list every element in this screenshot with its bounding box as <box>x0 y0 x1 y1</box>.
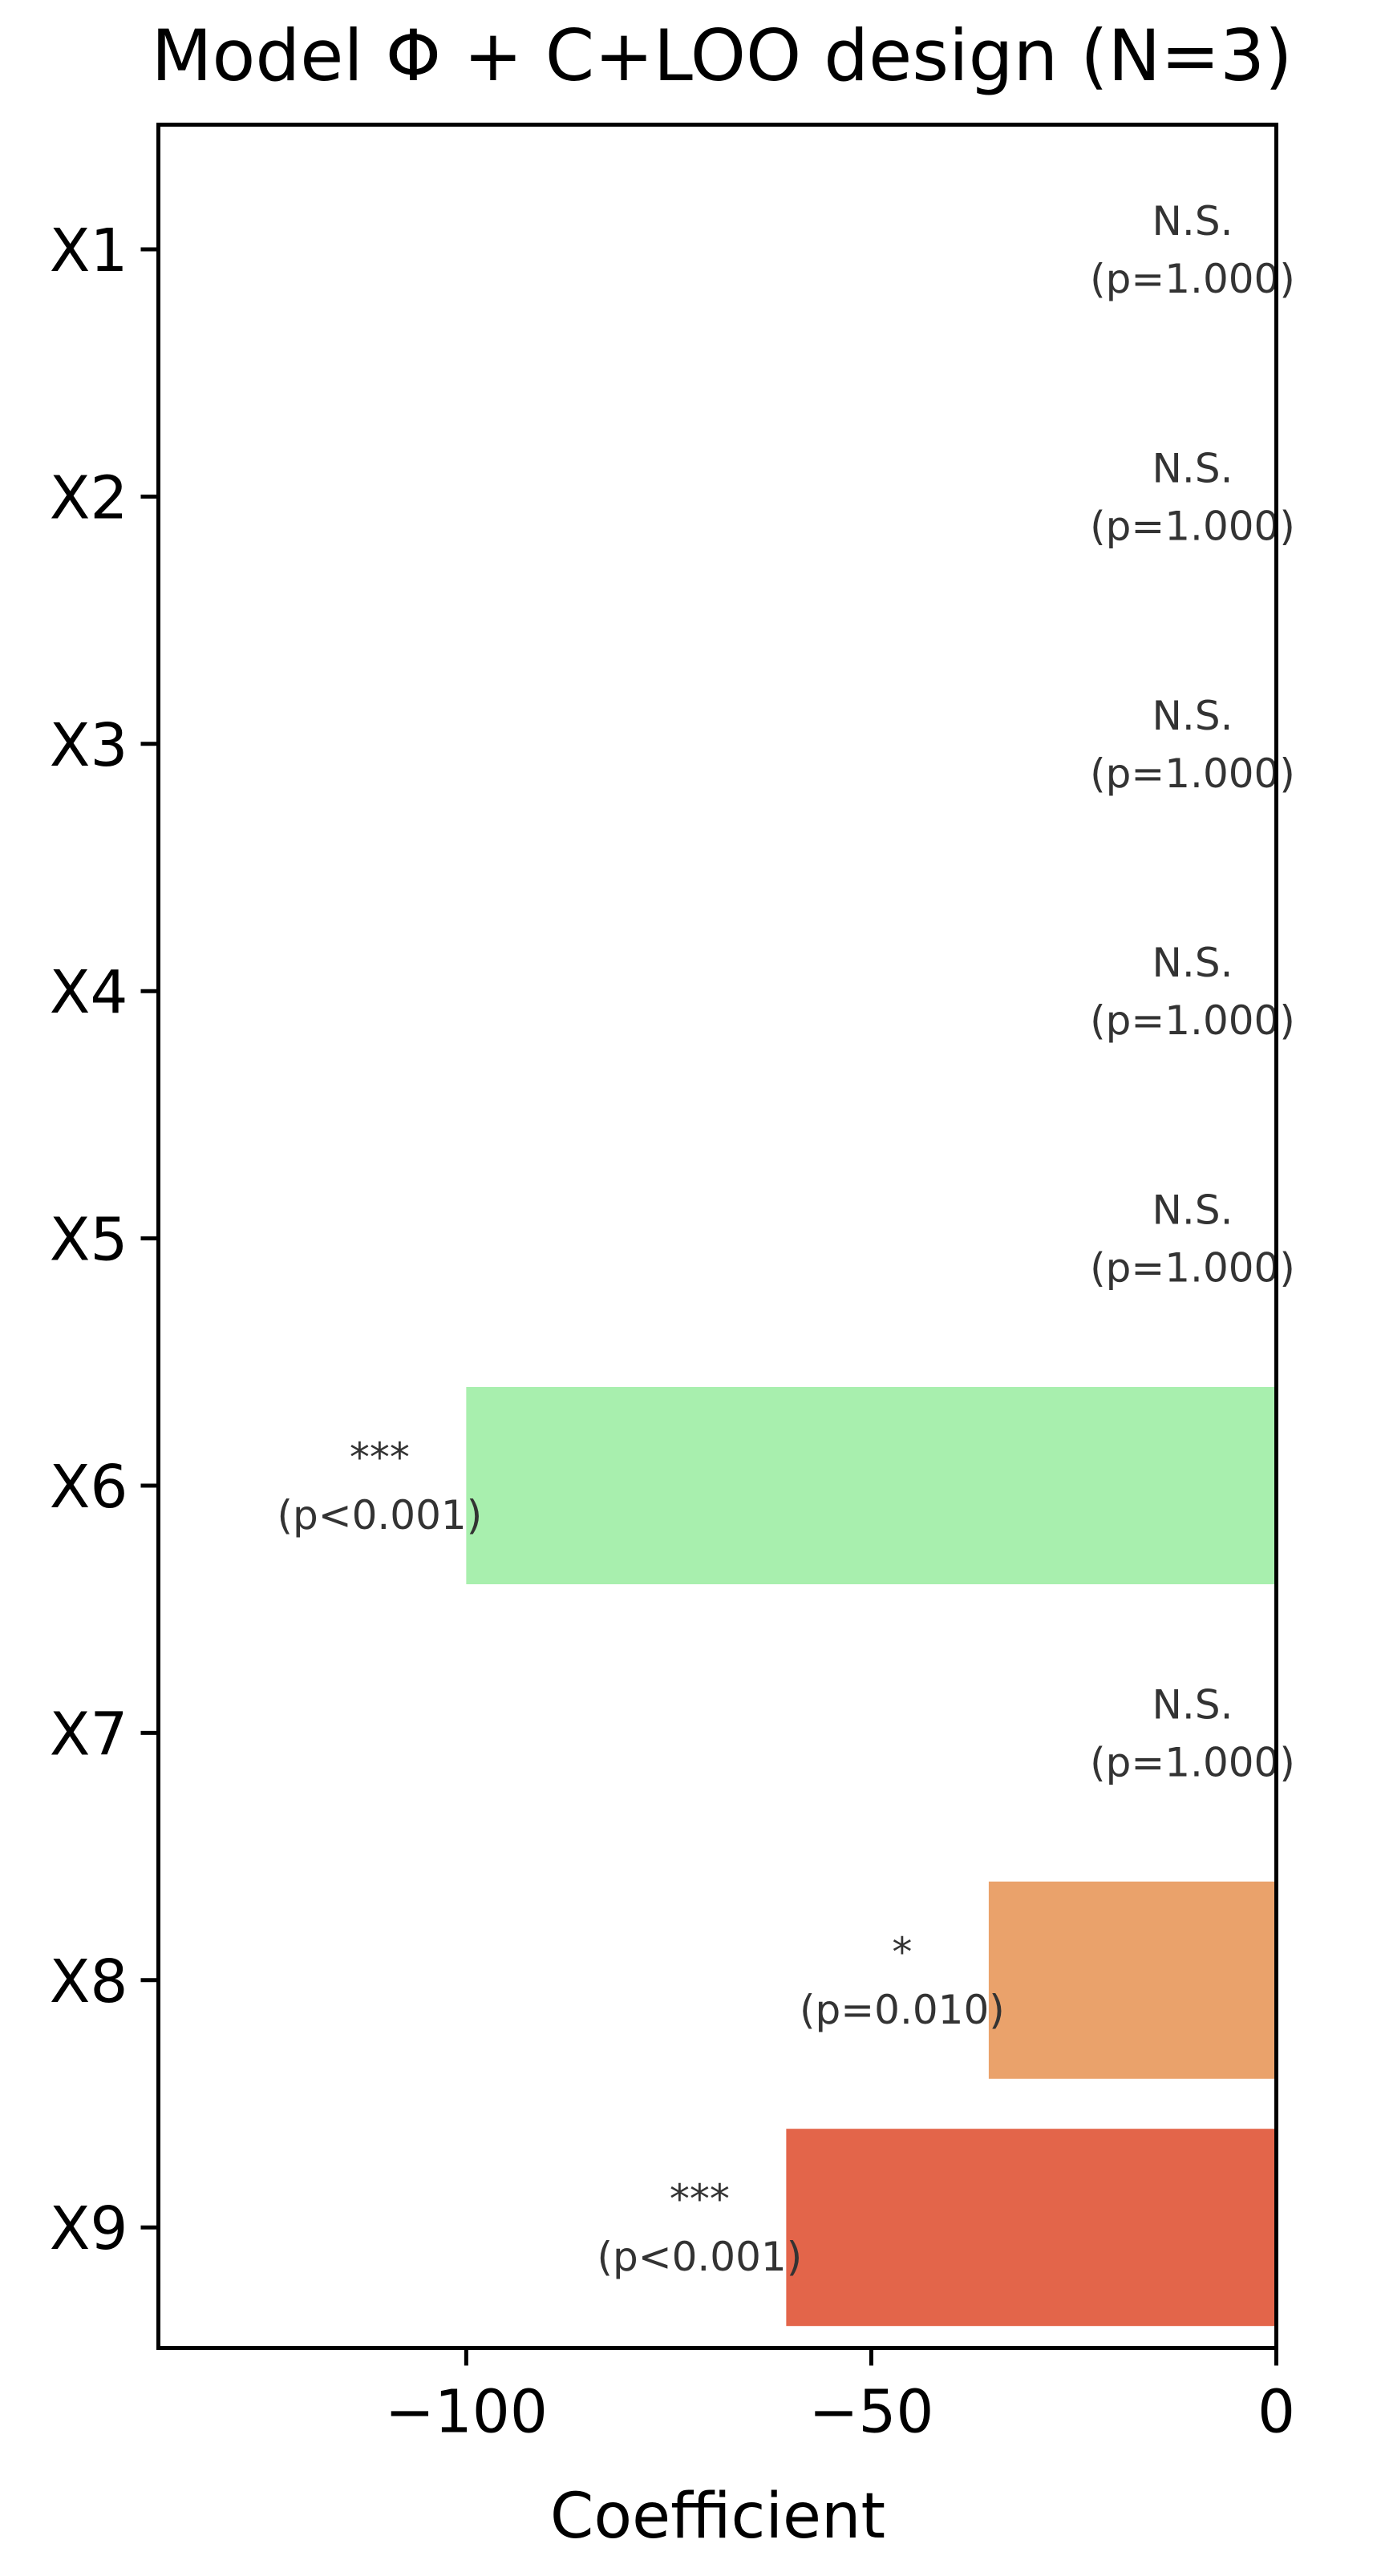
significance-label-x4: N.S. <box>1152 940 1233 986</box>
y-tick-label-x3: X3 <box>50 711 128 780</box>
p-value-label-x7: (p=1.000) <box>1090 1739 1295 1785</box>
significance-label-x7: N.S. <box>1152 1681 1233 1728</box>
bar-x8 <box>988 1881 1277 2079</box>
y-axis: X1 X2 X3 X4 X5 X6 X7 X8 X9 <box>50 216 159 2263</box>
p-value-label-x8: (p=0.010) <box>800 1987 1005 2033</box>
p-value-label-x9: (p<0.001) <box>597 2234 802 2280</box>
significance-label-x2: N.S. <box>1152 445 1233 491</box>
y-tick-label-x2: X2 <box>50 463 128 532</box>
p-value-label-x5: (p=1.000) <box>1090 1245 1295 1292</box>
x-tick-label-2: 0 <box>1257 2378 1295 2447</box>
chart-title: Model Φ + C+LOO design (N=3) <box>152 14 1293 97</box>
y-tick-label-x7: X7 <box>50 1700 128 1769</box>
p-value-label-x4: (p=1.000) <box>1090 997 1295 1044</box>
significance-label-x9: *** <box>670 2176 730 2222</box>
x-axis-label: Coefficient <box>550 2481 885 2553</box>
significance-label-x6: *** <box>350 1434 410 1481</box>
significance-label-x8: * <box>892 1929 912 1975</box>
y-tick-label-x5: X5 <box>50 1206 128 1275</box>
significance-label-x1: N.S. <box>1152 198 1233 245</box>
plot-frame <box>156 123 1278 2350</box>
p-value-label-x1: (p=1.000) <box>1090 256 1295 302</box>
x-tick-label-1: −50 <box>808 2378 933 2447</box>
bar-x9 <box>786 2129 1277 2327</box>
x-tick-label-0: −100 <box>385 2378 548 2447</box>
y-tick-label-x8: X8 <box>50 1947 128 2016</box>
significance-label-x3: N.S. <box>1152 693 1233 739</box>
bar-x6 <box>466 1387 1277 1584</box>
p-value-label-x3: (p=1.000) <box>1090 750 1295 797</box>
bars-group <box>466 1387 1277 2327</box>
y-tick-label-x6: X6 <box>50 1453 128 1522</box>
x-axis: −100 −50 0 <box>385 2348 1295 2447</box>
p-value-label-x2: (p=1.000) <box>1090 503 1295 549</box>
y-tick-label-x9: X9 <box>50 2194 128 2263</box>
y-tick-label-x1: X1 <box>50 216 128 285</box>
annotations-group: N.S. (p=1.000) N.S. (p=1.000) N.S. (p=1.000) N… <box>277 198 1294 2280</box>
y-tick-label-x4: X4 <box>50 958 128 1027</box>
p-value-label-x6: (p<0.001) <box>277 1492 482 1539</box>
significance-label-x5: N.S. <box>1152 1187 1233 1234</box>
